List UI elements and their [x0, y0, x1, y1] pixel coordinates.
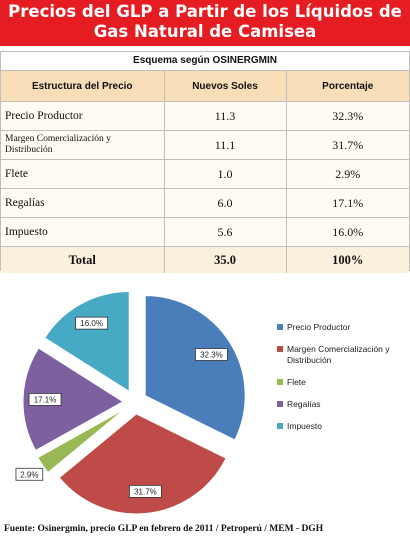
label-margen: 31.7% [129, 484, 162, 498]
row-soles: 1.0 [164, 159, 287, 189]
row-soles: 11.3 [164, 101, 287, 131]
table-row: Regalías 6.0 17.1% [1, 188, 409, 218]
data-label-text: 16.0% [80, 319, 103, 328]
label-regalias: 17.1% [28, 393, 62, 406]
slice-margen [58, 413, 227, 514]
legend-label: Regalías [287, 399, 321, 409]
row-percentage: 31.7% [286, 130, 409, 160]
row-soles: 6.0 [164, 188, 287, 218]
legend-item: Impuesto [277, 421, 410, 432]
label-precio-productor: 32.3% [195, 348, 228, 361]
label-impuesto: 16.0% [75, 316, 109, 330]
table-caption: Esquema según OSINERGMIN [1, 52, 409, 71]
total-label: Total [1, 246, 165, 273]
price-table: Estructura del Precio Nuevos Soles Porce… [1, 71, 409, 273]
legend-swatch [277, 346, 283, 352]
source-footnote: Fuente: Osinergmin, precio GLP en febrer… [4, 524, 324, 534]
legend-label: Flete [287, 377, 306, 387]
row-item: Regalías [1, 188, 165, 218]
legend-swatch [277, 324, 283, 330]
title-line-2: Gas Natural de Camisea [93, 22, 317, 41]
legend-label: Margen Comercialización y Distribución [287, 344, 390, 365]
slice-flete [37, 408, 126, 474]
data-label-box [129, 484, 162, 498]
row-soles: 11.1 [164, 130, 287, 160]
price-structure-table: Esquema según OSINERGMIN Estructura del … [0, 51, 410, 273]
table-row: Precio Productor 11.3 32.3% [1, 101, 409, 131]
legend-swatch [277, 423, 283, 429]
legend-item: Regalías [277, 399, 410, 410]
slice-impuesto [44, 290, 130, 393]
legend-swatch [277, 379, 283, 385]
table-total-row: Total 35.0 100% [1, 246, 409, 273]
label-flete: 2.9% [15, 467, 44, 481]
data-label-box [28, 393, 62, 406]
row-item: Precio Productor [1, 101, 165, 131]
table-row: Flete 1.0 2.9% [1, 159, 409, 189]
row-percentage: 16.0% [286, 217, 409, 247]
data-label-text: 17.1% [34, 395, 57, 404]
row-item: Flete [1, 159, 165, 189]
legend-label: Impuesto [287, 421, 322, 431]
data-label-box [15, 467, 44, 481]
data-label-box [195, 348, 228, 361]
pie-chart-area: 32.3% 31.7% 2.9% 17.1% 16.0% Precio Producto… [0, 282, 410, 514]
legend-swatch [277, 401, 283, 407]
slice-regalias [22, 347, 124, 452]
table-header-row: Estructura del Precio Nuevos Soles Porce… [1, 71, 409, 102]
row-percentage: 17.1% [286, 188, 409, 218]
data-label-text: 31.7% [134, 487, 157, 496]
row-percentage: 2.9% [286, 159, 409, 189]
table-row: Margen Comercialización y Distribución 1… [1, 130, 409, 160]
header-percentage: Porcentaje [286, 71, 409, 102]
legend-item: Precio Productor [277, 322, 410, 333]
slide-title: Precios del GLP a Partir de los Líquidos… [0, 0, 410, 46]
total-soles: 35.0 [164, 246, 287, 273]
pie-chart: 32.3% 31.7% 2.9% 17.1% 16.0% [15, 290, 246, 514]
slice-precio-productor [144, 295, 246, 441]
header-structure: Estructura del Precio [1, 71, 165, 102]
row-item: Margen Comercialización y Distribución [1, 130, 165, 160]
data-label-text: 32.3% [200, 350, 223, 359]
title-line-1: Precios del GLP a Partir de los Líquidos… [8, 2, 402, 21]
row-percentage: 32.3% [286, 101, 409, 131]
total-percentage: 100% [286, 246, 409, 273]
table-row: Impuesto 5.6 16.0% [1, 217, 409, 247]
data-label-text: 2.9% [20, 470, 38, 479]
row-soles: 5.6 [164, 217, 287, 247]
chart-legend: Precio Productor Margen Comercialización… [277, 322, 410, 443]
legend-item: Margen Comercialización y Distribución [277, 344, 410, 366]
legend-label: Precio Productor [287, 322, 351, 332]
row-item: Impuesto [1, 217, 165, 247]
header-soles: Nuevos Soles [164, 71, 287, 102]
data-label-box [75, 316, 109, 330]
legend-item: Flete [277, 377, 410, 388]
